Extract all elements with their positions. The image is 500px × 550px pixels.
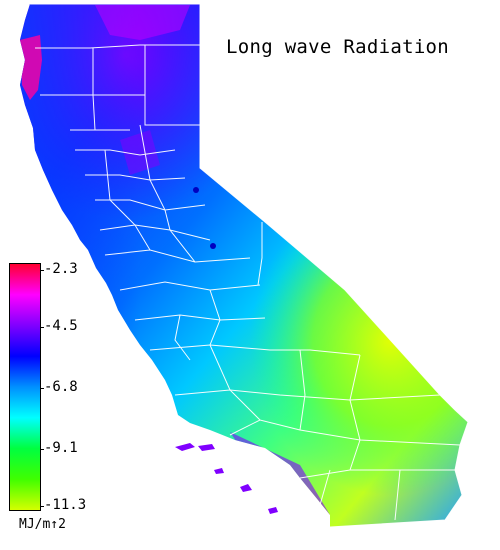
legend-tick-label: -6.8 <box>44 379 78 395</box>
legend-tick-label: -4.5 <box>44 318 78 334</box>
county-boundaries <box>30 3 469 528</box>
legend-tick-label: -11.3 <box>44 497 87 513</box>
legend-tick-mark <box>40 388 44 389</box>
legend-tick-label: -9.1 <box>44 440 78 456</box>
legend-tick-label: -2.3 <box>44 261 78 277</box>
legend-units: MJ/m↑2 <box>19 517 66 532</box>
legend-tick-mark <box>40 327 44 328</box>
map-title: Long wave Radiation <box>226 36 450 58</box>
color-scale-bar <box>9 263 41 511</box>
legend-tick-mark <box>40 506 44 507</box>
legend-tick-mark <box>40 270 44 271</box>
legend-tick-mark <box>40 449 44 450</box>
